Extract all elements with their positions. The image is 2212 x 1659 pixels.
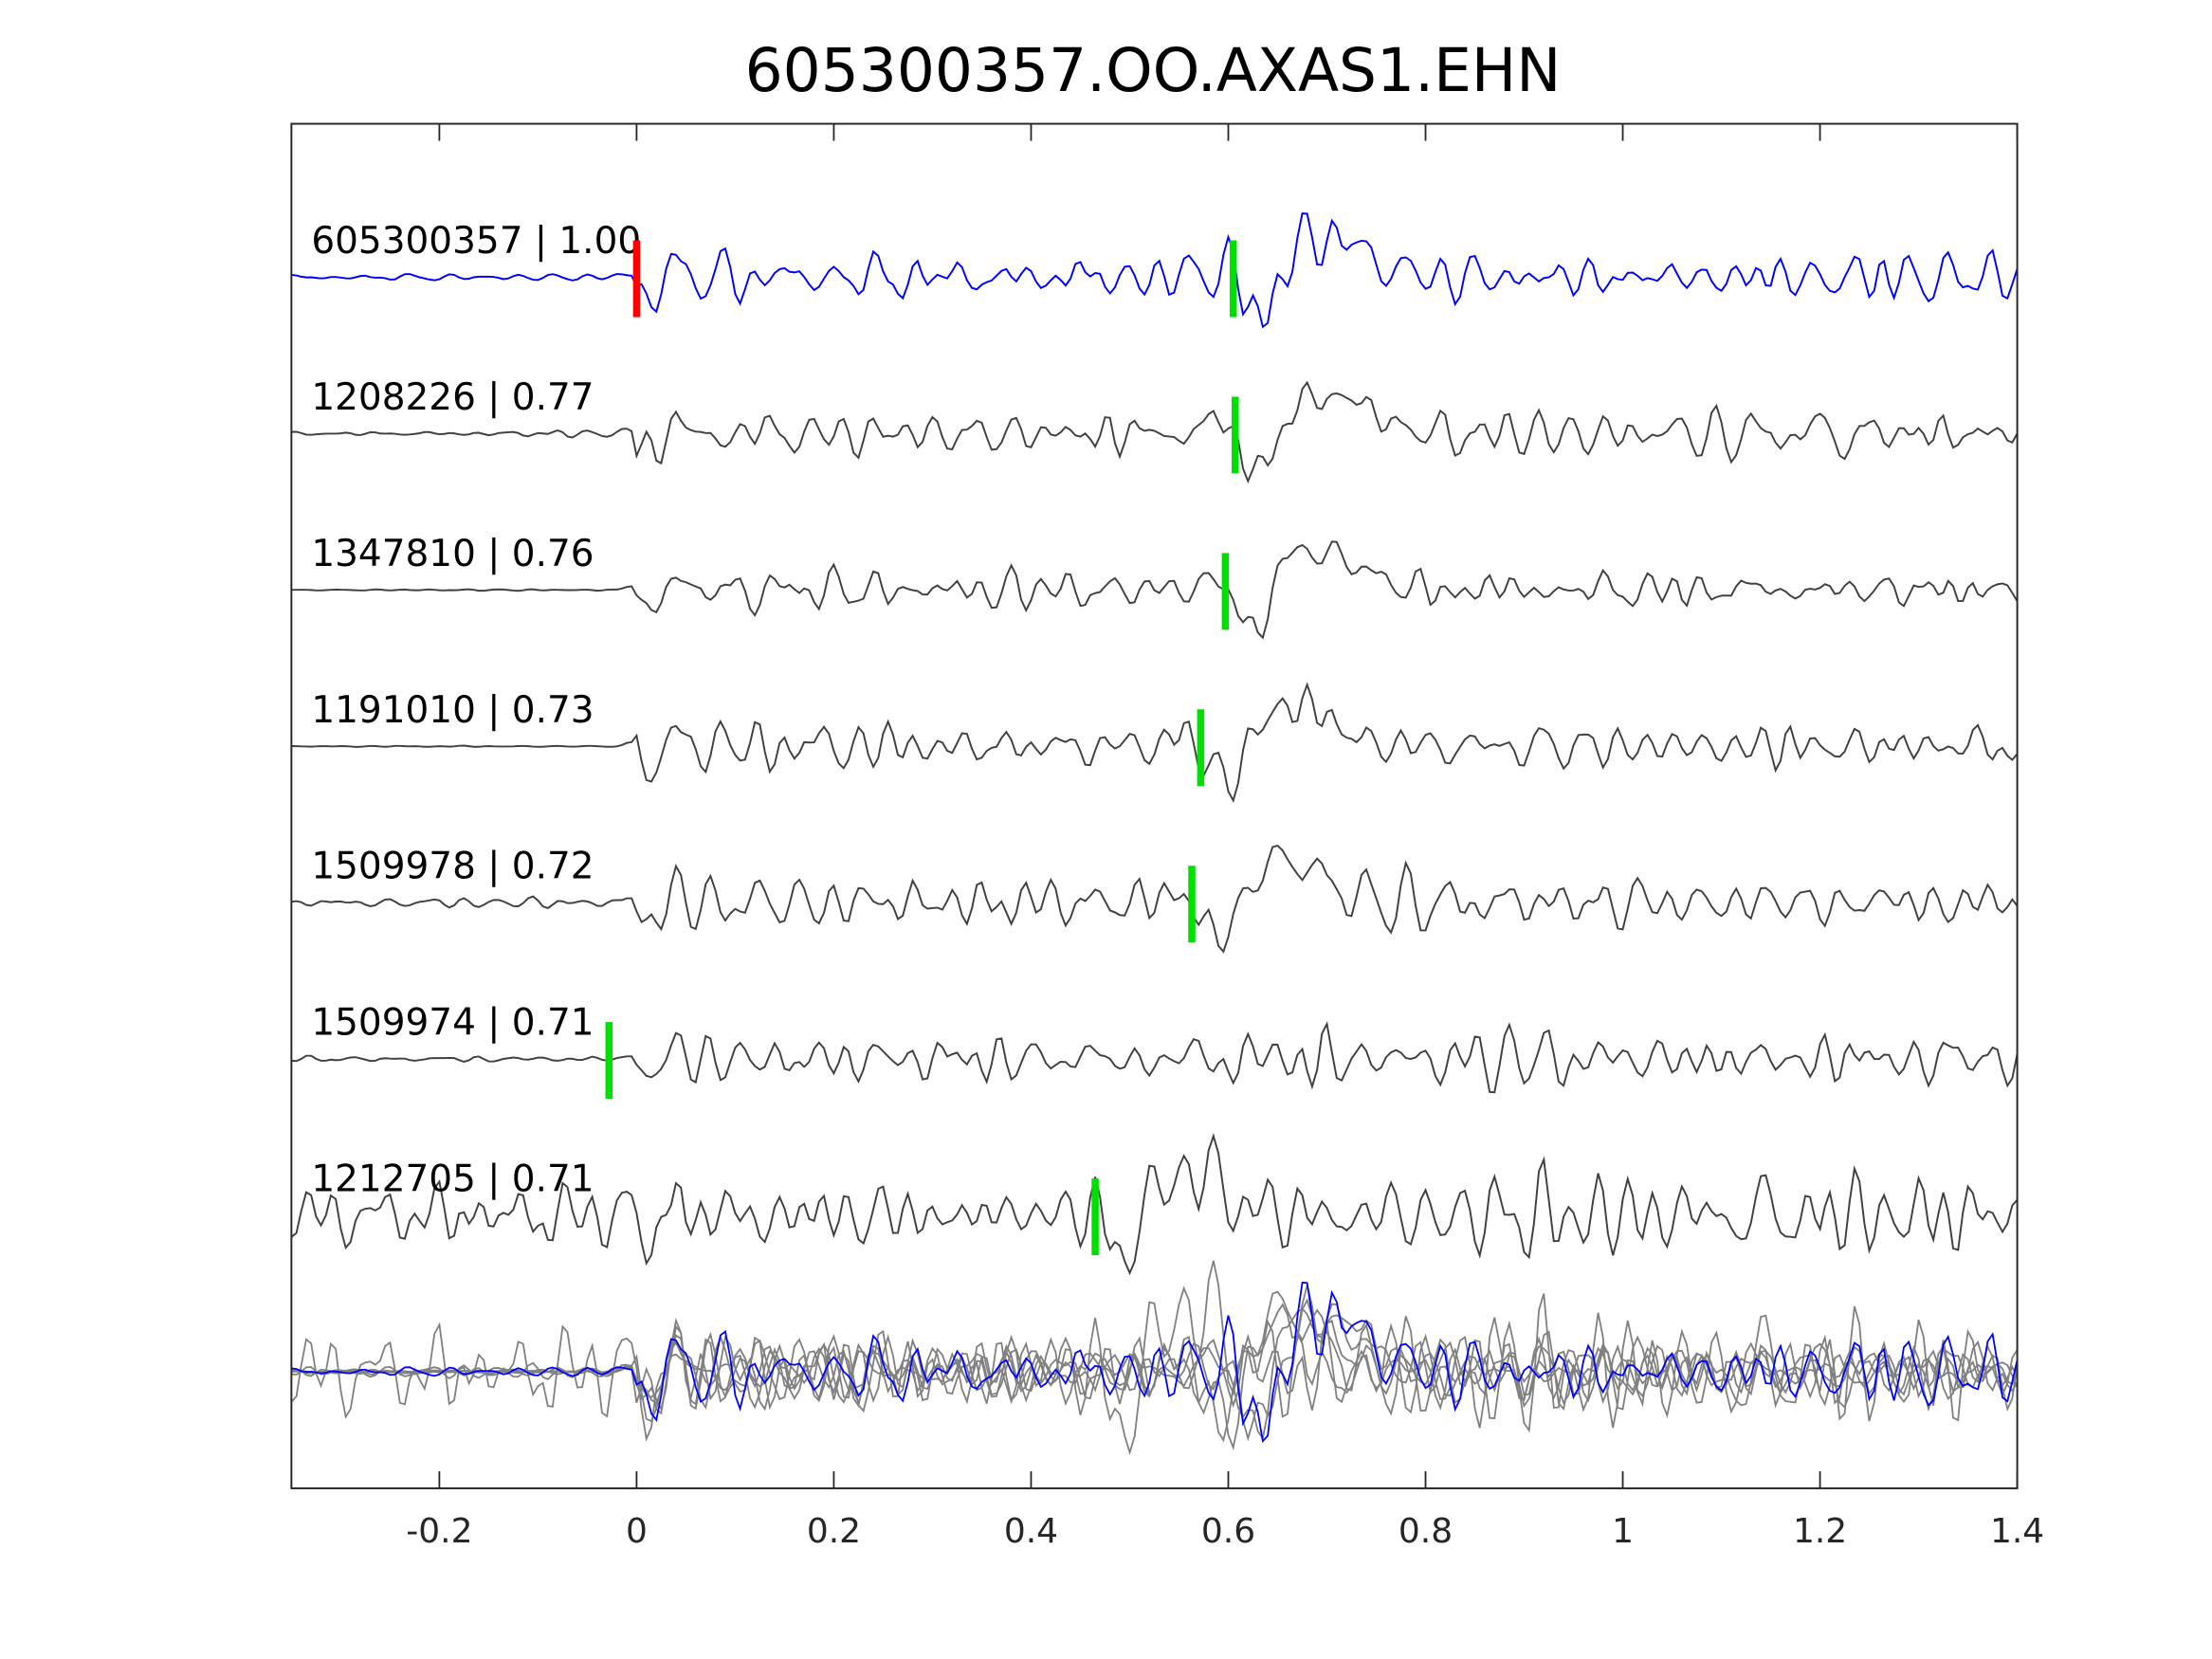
x-tick-label: 1.2 — [1793, 1512, 1847, 1551]
trace-label: 1212705 | 0.71 — [311, 1158, 594, 1201]
trace-label: 605300357 | 1.00 — [311, 220, 641, 263]
overlay-waveform — [291, 1281, 2019, 1444]
trace-3: 1191010 | 0.73 — [291, 682, 2019, 803]
x-tick-label: 1 — [1612, 1512, 1634, 1551]
x-tick-label: 0 — [626, 1512, 648, 1551]
trace-4: 1509978 | 0.72 — [291, 845, 2019, 954]
trace-label: 1208226 | 0.77 — [311, 376, 594, 419]
overlay-waveform — [290, 1260, 2019, 1456]
waveform-line — [290, 1133, 2019, 1276]
trace-5: 1509974 | 0.71 — [291, 1002, 2019, 1100]
overlay-waveform — [291, 1285, 2019, 1451]
overlay-waveform — [291, 1290, 2019, 1443]
trace-label: 1347810 | 0.76 — [311, 533, 594, 575]
chart-title: 605300357.OO.AXAS1.EHN — [745, 36, 1562, 105]
x-tick-label: 0.8 — [1398, 1512, 1453, 1551]
x-tick-label: 0.2 — [807, 1512, 861, 1551]
waveform-line — [291, 212, 2019, 329]
trace-2: 1347810 | 0.76 — [291, 533, 2019, 640]
trace-6: 1212705 | 0.71 — [290, 1133, 2019, 1276]
x-axis: -0.2 0 0.2 0.4 0.6 0.8 1 1.2 1.4 — [406, 123, 2044, 1551]
x-tick-label: -0.2 — [406, 1512, 472, 1551]
x-tick-label: 1.4 — [1990, 1512, 2044, 1551]
x-tick-label: 0.6 — [1201, 1512, 1255, 1551]
axes-box — [290, 122, 2019, 1489]
waveform-line — [291, 380, 2019, 484]
trace-label: 1509974 | 0.71 — [311, 1002, 594, 1045]
x-tick-label: 0.4 — [1004, 1512, 1058, 1551]
overlay-stack — [290, 1260, 2019, 1456]
waveform-line — [291, 1021, 2019, 1094]
waveform-line — [291, 682, 2019, 803]
waveform-line — [291, 540, 2019, 640]
trace-label: 1191010 | 0.73 — [311, 689, 594, 732]
plot-area: 605300357 | 1.00 1208226 | 0.77 1347810 | … — [290, 212, 2019, 1456]
trace-1: 1208226 | 0.77 — [291, 376, 2019, 484]
trace-label: 1509978 | 0.72 — [311, 846, 594, 888]
trace-0: 605300357 | 1.00 — [291, 212, 2019, 329]
waveform-line — [291, 845, 2019, 954]
overlay-waveform — [291, 1298, 2019, 1442]
